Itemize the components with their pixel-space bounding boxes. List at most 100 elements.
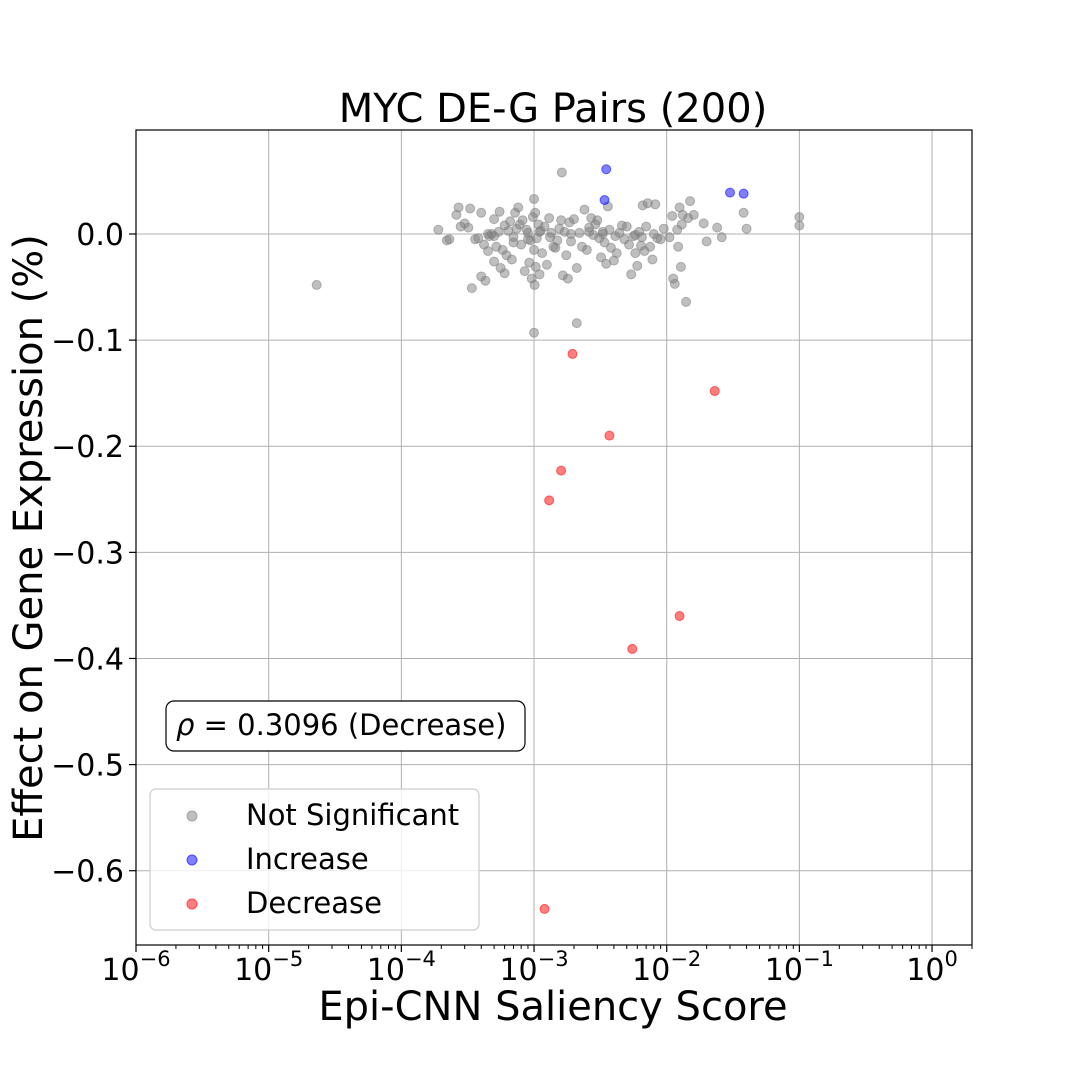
point-not-significant [579,204,590,215]
point-not-significant [519,266,530,277]
point-not-significant [685,196,696,207]
point-increase [725,187,736,198]
point-not-significant [596,252,607,263]
legend: Not Significant Increase Decrease [149,788,480,931]
x-tick-label: 10−1 [765,947,834,988]
point-not-significant [658,223,669,234]
y-tick-label: −0.6 [51,855,124,890]
point-not-significant [673,241,684,252]
point-not-significant [534,226,545,237]
legend-marker-decrease [186,898,198,910]
point-not-significant [592,215,603,226]
point-not-significant [675,261,686,272]
point-not-significant [556,215,567,226]
legend-label-not-significant: Not Significant [246,798,459,832]
legend-label-increase: Increase [246,842,369,876]
point-not-significant [681,296,692,307]
y-tick-label: −0.1 [51,324,124,359]
y-tick-label: −0.4 [51,642,124,677]
point-not-significant [476,207,487,218]
point-not-significant [499,268,510,279]
point-not-significant [529,193,540,204]
point-not-significant [537,248,548,259]
point-not-significant [473,233,484,244]
point-not-significant [552,235,563,246]
point-not-significant [508,232,519,243]
point-not-significant [667,210,678,221]
point-not-significant [494,206,505,217]
point-not-significant [561,250,572,261]
point-not-significant [556,167,567,178]
point-not-significant [522,234,533,245]
point-not-significant [632,260,643,271]
point-increase [738,188,749,199]
data-points [311,164,805,914]
point-not-significant [489,256,500,267]
point-not-significant [688,209,699,220]
point-not-significant [529,279,540,290]
point-increase [601,164,612,175]
point-decrease [674,611,685,622]
point-not-significant [517,215,528,226]
correlation-annotation: ρ = 0.3096 (Decrease) [165,700,526,752]
x-tick-label: 10−4 [367,947,436,988]
point-not-significant [624,239,635,250]
point-not-significant [597,228,608,239]
point-not-significant [483,245,494,256]
point-not-significant [669,278,680,289]
point-not-significant [480,275,491,286]
point-decrease [627,643,638,654]
x-tick-label: 100 [906,947,958,988]
annotation-text: ρ = 0.3096 (Decrease) [176,708,506,742]
point-not-significant [453,202,464,213]
point-not-significant [581,244,592,255]
point-not-significant [655,234,666,245]
point-not-significant [741,223,752,234]
legend-label-decrease: Decrease [246,886,382,920]
point-not-significant [676,219,687,230]
point-not-significant [738,207,749,218]
point-decrease [604,430,615,441]
plot-frame [135,129,973,946]
point-decrease [556,465,567,476]
point-not-significant [311,279,322,290]
point-not-significant [483,228,494,239]
point-not-significant [568,214,579,225]
y-tick-label: −0.2 [51,430,124,465]
x-axis-ticks: 10−6 10−5 10−4 10−3 10−2 10−1 100 [101,945,973,988]
point-not-significant [650,199,661,210]
point-not-significant [574,227,585,238]
point-not-significant [647,254,658,265]
point-not-significant [529,327,540,338]
y-tick-label: 0.0 [76,218,124,253]
legend-box [149,788,480,931]
point-not-significant [610,231,621,242]
rho-value: = 0.3096 (Decrease) [194,708,506,742]
point-not-significant [562,273,573,284]
point-not-significant [641,221,652,232]
point-not-significant [571,262,582,273]
point-not-significant [716,232,727,243]
point-not-significant [566,228,577,239]
point-not-significant [636,232,647,243]
point-not-significant [546,227,557,238]
point-not-significant [701,236,712,247]
point-not-significant [516,239,527,250]
point-decrease [539,903,550,914]
point-not-significant [621,221,632,232]
chart-title: MYC DE-G Pairs (200) [339,86,768,132]
point-not-significant [444,234,455,245]
point-decrease [567,348,578,359]
x-tick-label: 10−5 [234,947,303,988]
point-not-significant [712,222,723,233]
rho-symbol: ρ [176,708,195,742]
x-axis-title: Epi-CNN Saliency Score [318,984,787,1030]
point-decrease [544,495,555,506]
grid-lines [135,130,972,945]
point-not-significant [584,226,595,237]
point-not-significant [465,203,476,214]
point-not-significant [664,232,675,243]
point-not-significant [530,207,541,218]
point-not-significant [626,269,637,280]
x-tick-label: 10−6 [101,947,170,988]
